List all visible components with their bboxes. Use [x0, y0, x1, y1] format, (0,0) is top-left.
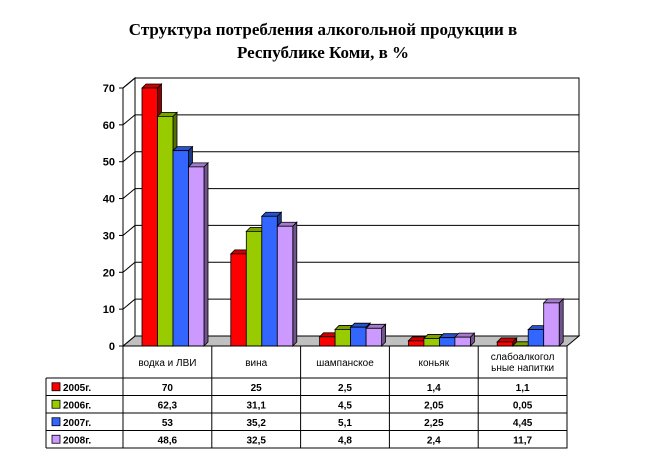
- data-label: 2,5: [338, 383, 352, 394]
- bar-top: [349, 322, 372, 328]
- y-tick-label: 30: [103, 230, 115, 242]
- legend-key: [51, 382, 61, 392]
- legend-key: [51, 434, 61, 444]
- data-label: 35,2: [246, 418, 266, 429]
- data-label: 5,1: [338, 418, 352, 429]
- bar: [496, 336, 518, 347]
- data-label: 31,1: [246, 400, 266, 411]
- bar: [453, 332, 476, 347]
- bar-side: [203, 161, 209, 347]
- data-label: 2,4: [427, 435, 441, 446]
- legend-label: 2005г.: [63, 383, 91, 394]
- bar-front: [319, 336, 336, 347]
- bar-front: [188, 166, 205, 347]
- bar-top: [141, 83, 163, 89]
- category-label: водка и ЛВИ: [138, 358, 196, 369]
- gridline: [122, 224, 579, 236]
- bar-front: [365, 327, 383, 347]
- bar: [187, 161, 209, 347]
- data-label: 4,8: [338, 435, 352, 446]
- gridline: [122, 77, 579, 89]
- legend-label: 2007г.: [63, 418, 91, 429]
- bar-front: [438, 337, 456, 347]
- chart-title: Структура потребления алкогольной продук…: [0, 18, 646, 64]
- bar: [542, 297, 565, 347]
- plot-back-wall: [134, 77, 580, 337]
- gridline: [122, 261, 579, 273]
- data-label: 48,6: [158, 435, 178, 446]
- bar-front: [172, 150, 189, 347]
- bar: [365, 323, 387, 347]
- data-label: 4,45: [513, 418, 533, 429]
- bar-front: [423, 338, 440, 347]
- legend-label: 2006г.: [63, 400, 91, 411]
- bar-top: [496, 337, 518, 343]
- bar-top: [187, 162, 209, 168]
- plot-side-wall: [122, 76, 136, 348]
- y-tick-label: 20: [103, 267, 115, 279]
- legend-label: 2008г.: [63, 435, 91, 446]
- bar-front: [141, 87, 158, 347]
- y-tick-label: 60: [103, 120, 115, 132]
- category-label: ьные напитки: [491, 363, 554, 374]
- bar-top: [453, 332, 476, 338]
- bar-front: [350, 326, 367, 347]
- data-label: 32,5: [246, 435, 266, 446]
- legend-key: [51, 399, 61, 409]
- bar-front: [261, 215, 278, 347]
- bar-top: [276, 221, 298, 227]
- bar-top: [542, 298, 565, 304]
- bar-front: [157, 115, 174, 347]
- bar-top: [156, 111, 178, 117]
- bar-front: [407, 340, 425, 347]
- category-label: коньяк: [419, 358, 450, 369]
- gridline: [122, 151, 579, 163]
- chart-title-line-1: Структура потребления алкогольной продук…: [128, 20, 518, 39]
- bar-front: [276, 225, 294, 347]
- bar-side: [292, 221, 298, 347]
- bar-front: [454, 336, 471, 347]
- bar-front: [496, 341, 514, 347]
- bar-top: [172, 146, 194, 152]
- y-tick-label: 50: [103, 157, 115, 169]
- data-label: 0,05: [513, 400, 533, 411]
- data-label: 2,25: [424, 418, 444, 429]
- data-label: 2,05: [424, 400, 444, 411]
- bar-front: [245, 230, 263, 347]
- data-label: 70: [162, 383, 174, 394]
- gridline: [122, 298, 579, 310]
- data-label: 53: [162, 418, 174, 429]
- category-label: слабоалкогол: [491, 351, 555, 363]
- bar-front: [527, 329, 545, 347]
- data-label: 1,4: [427, 383, 441, 394]
- bar-front: [334, 329, 352, 347]
- y-tick-label: 40: [103, 194, 115, 206]
- gridline: [122, 188, 579, 199]
- bar-top: [260, 211, 283, 217]
- bar: [276, 221, 298, 347]
- category-label: шампанское: [316, 358, 374, 369]
- gridline: [122, 114, 579, 126]
- y-tick-label: 0: [109, 341, 115, 353]
- data-label: 4,5: [338, 400, 352, 411]
- bar-top: [365, 323, 387, 329]
- bar-front: [230, 253, 247, 347]
- category-label: вина: [245, 358, 267, 369]
- data-label: 1,1: [516, 383, 530, 394]
- chart-title-line-2: Республике Коми, в %: [236, 43, 410, 62]
- y-tick-label: 70: [103, 83, 115, 95]
- bar-front: [543, 302, 560, 347]
- y-tick-label: 10: [103, 304, 115, 316]
- bar-side: [558, 297, 564, 347]
- data-label: 25: [251, 383, 263, 394]
- data-label: 62,3: [158, 400, 178, 411]
- legend-key: [51, 417, 61, 427]
- data-label: 11,7: [513, 435, 532, 446]
